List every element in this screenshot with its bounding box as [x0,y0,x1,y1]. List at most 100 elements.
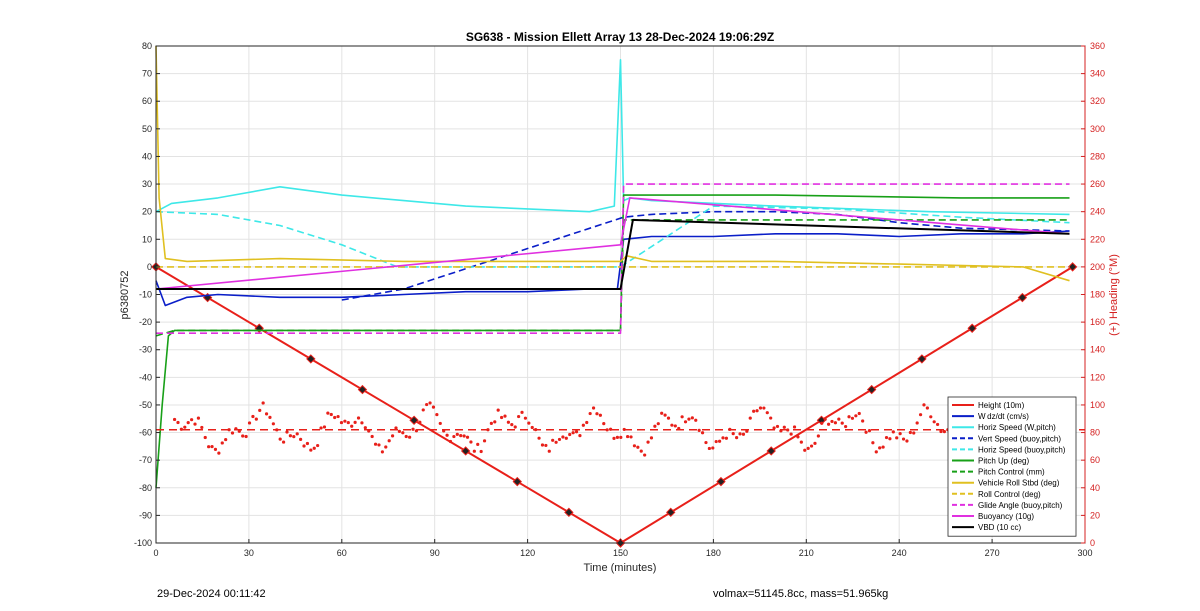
heading-point [251,414,255,419]
height-marker [512,476,522,487]
heading-point [302,444,306,448]
height-marker [917,354,927,364]
legend-label: Pitch Control (mm) [978,468,1045,477]
heading-point [247,421,252,425]
heading-point [523,416,528,420]
heading-point [731,432,735,436]
heading-point [278,437,282,441]
series-line-vbd-10-cc [156,218,1070,290]
y-tick-label: 70 [142,69,152,79]
legend-box [947,396,1077,537]
heading-point [343,419,347,423]
heading-point [193,422,197,426]
heading-point [445,433,449,437]
heading-point [895,436,899,440]
height-marker [460,446,471,456]
heading-point [687,417,691,421]
heading-point [333,415,337,420]
heading-point [643,453,647,457]
heading-point [203,435,207,440]
legend-label: Horiz Speed (W,pitch) [978,423,1056,432]
heading-point [619,435,623,439]
heading-point [544,443,548,448]
heading-point [670,423,674,427]
heading-point [316,443,320,448]
legend-label: Pitch Up (deg) [978,457,1029,466]
heading-point [850,416,855,420]
heading-point [421,408,425,412]
heading-point [418,420,422,424]
chart-title: SG638 - Mission Ellett Array 13 28-Dec-2… [466,30,774,44]
heading-point [680,415,684,419]
heading-point [499,415,504,420]
heading-point [830,419,834,424]
heading-point [673,424,677,428]
heading-point [336,414,340,419]
y-tick-label: 60 [142,96,152,106]
legend-label: Vert Speed (buoy,pitch) [978,434,1061,443]
heading-point [547,449,551,453]
heading-point [179,427,183,431]
heading-point [789,432,793,436]
heading-point [724,436,729,440]
heading-point [585,420,589,425]
footer-volmax-mass: volmax=51145.8cc, mass=51.965kg [713,588,889,600]
x-tick-label: 180 [706,548,721,558]
heading-point [588,411,592,416]
heading-point [227,428,231,432]
heading-point [792,425,797,429]
legend-label: Glide Angle (buoy,pitch) [978,501,1063,510]
heading-point [820,421,824,425]
series-line-vert-speed-buoy-pitch [341,210,1070,301]
heading-point [755,409,759,413]
heading-point [244,434,248,439]
heading-point [663,413,667,417]
y-tick-label: -90 [139,510,152,520]
heading-point [459,434,463,438]
heading-point [561,435,565,439]
heading-point [578,434,582,438]
heading-point [258,408,262,412]
heading-point [373,442,378,446]
heading-point [534,428,538,432]
heading-point [285,430,289,434]
heading-point [844,424,848,429]
heading-point [847,415,851,419]
heading-point [356,416,361,420]
x-tick-label: 90 [430,548,440,558]
y2-tick-label: 100 [1090,400,1105,410]
heading-point [626,434,630,439]
heading-point [837,417,841,421]
height-marker [967,323,977,333]
heading-point [196,416,201,420]
heading-point [370,434,374,439]
heading-point [489,421,493,425]
heading-point [220,441,224,445]
heading-point [632,444,637,448]
heading-point [207,445,211,449]
heading-point [472,449,476,453]
y2-tick-label: 40 [1090,483,1100,493]
heading-point [527,421,531,425]
y2-tick-label: 120 [1090,372,1105,382]
height-marker [306,354,316,364]
heading-point [326,411,330,415]
y2-tick-label: 20 [1090,510,1100,520]
heading-point [595,412,599,416]
legend-label: Vehicle Roll Stbd (deg) [978,479,1060,488]
heading-point [581,423,585,427]
y2-tick-label: 160 [1090,317,1105,327]
heading-point [840,421,844,425]
heading-point [697,428,701,432]
heading-point [816,434,820,438]
heading-point [496,408,500,412]
heading-point [482,439,487,443]
x-tick-label: 240 [892,548,907,558]
heading-point [942,429,947,434]
heading-point [752,409,756,413]
heading-point [823,417,827,421]
heading-point [469,440,473,444]
heading-layer [156,401,1085,458]
y-tick-label: 0 [147,262,152,272]
heading-point [305,441,310,446]
